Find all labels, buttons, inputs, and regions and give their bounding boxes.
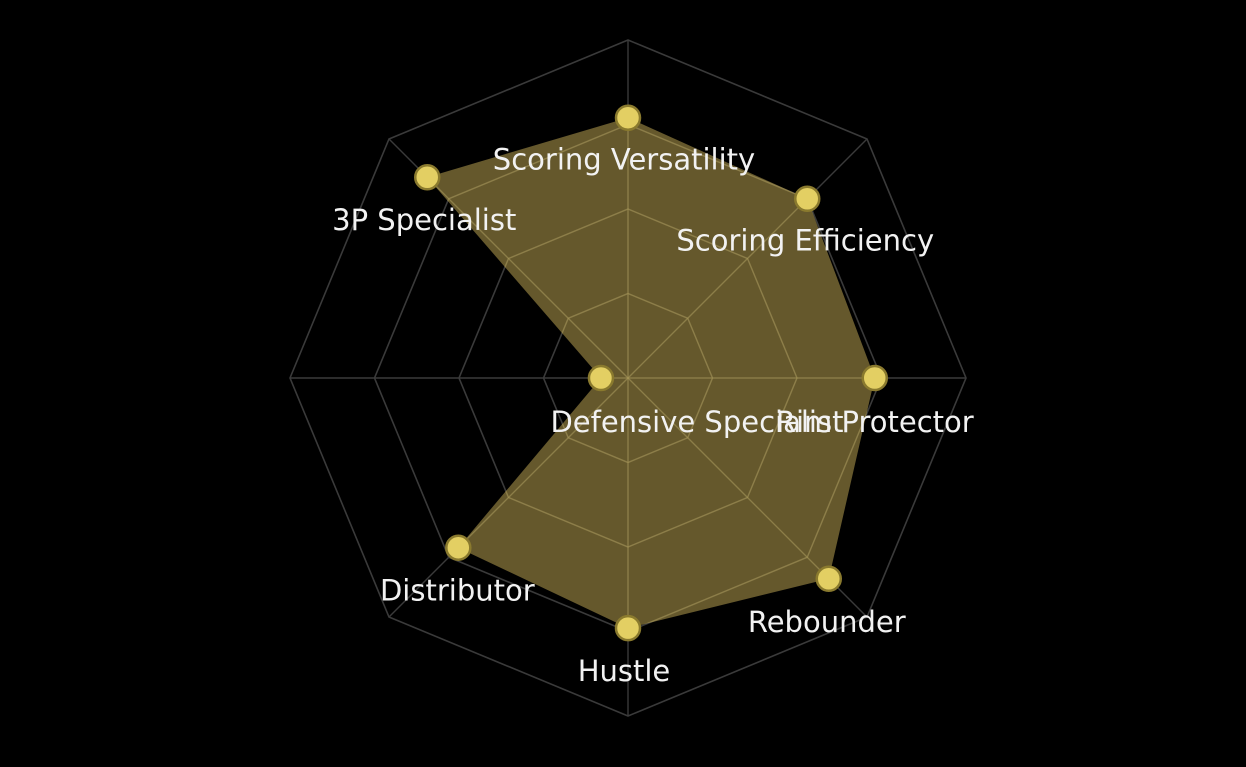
axis-label: Defensive Specialist [550, 405, 843, 439]
radar-points [413, 104, 888, 642]
axis-label: Rim Protector [776, 405, 974, 439]
axis-label: Distributor [380, 574, 535, 608]
data-point [614, 104, 642, 131]
data-point [815, 565, 843, 593]
axis-label: 3P Specialist [332, 203, 516, 237]
radar-area [427, 117, 875, 629]
data-point [794, 185, 821, 212]
data-point [587, 364, 615, 392]
axis-label: Scoring Versatility [493, 143, 755, 177]
axis-labels: Scoring Versatility Scoring Efficiency Rim… [332, 143, 974, 688]
data-point [413, 163, 441, 191]
axis-label: Rebounder [748, 605, 906, 639]
axis-label: Hustle [578, 654, 671, 688]
data-point [861, 364, 888, 392]
data-point [445, 534, 472, 561]
data-point [614, 614, 642, 642]
axis-label: Scoring Efficiency [676, 224, 934, 258]
